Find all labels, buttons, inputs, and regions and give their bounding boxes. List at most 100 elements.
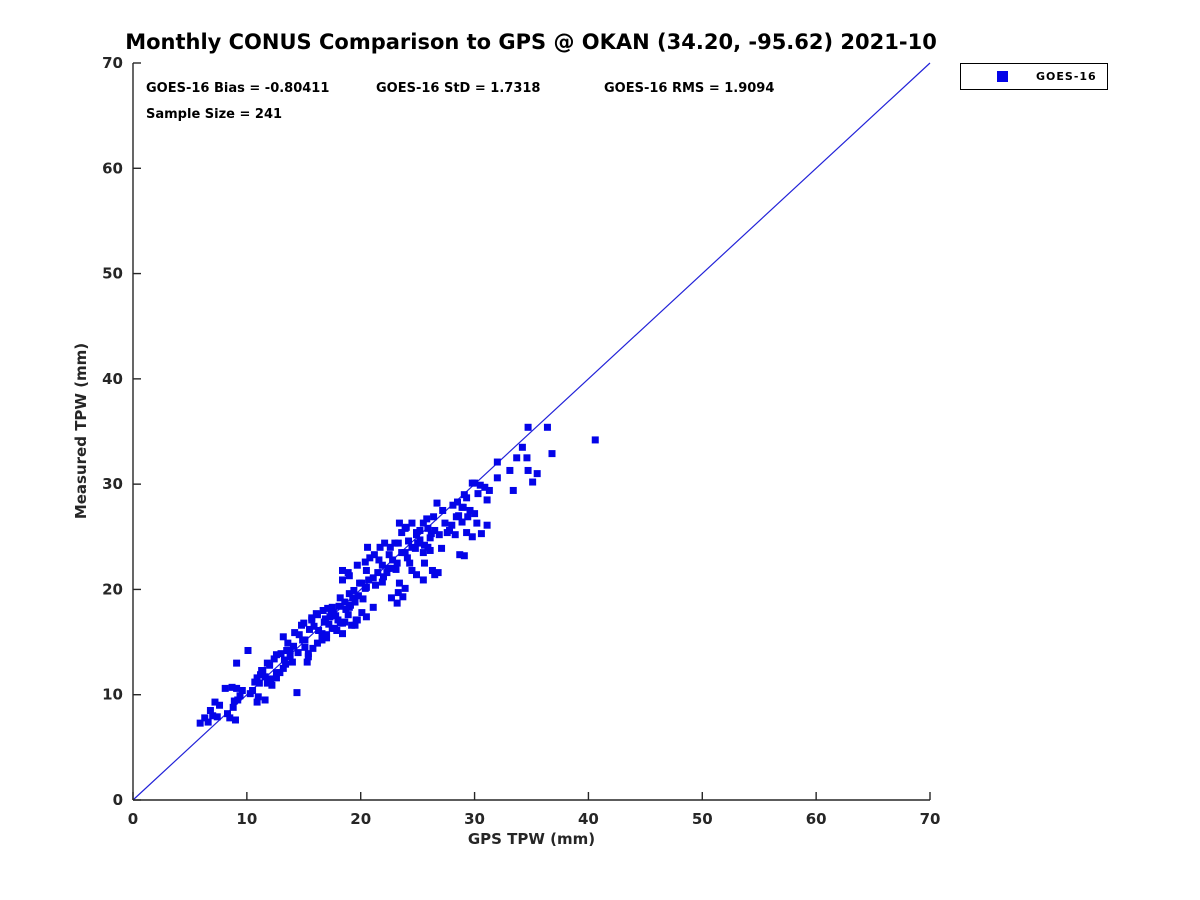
scatter-point — [430, 513, 438, 521]
scatter-point — [342, 605, 350, 613]
scatter-point — [216, 701, 224, 709]
scatter-point — [431, 526, 439, 534]
scatter-point — [279, 633, 287, 641]
scatter-point — [426, 534, 434, 542]
scatter-point — [455, 512, 463, 520]
scatter-point — [548, 450, 556, 458]
scatter-point — [493, 474, 501, 482]
scatter-point — [251, 678, 259, 686]
scatter-point — [441, 519, 449, 527]
axes-layer — [132, 63, 930, 801]
scatter-point — [350, 586, 358, 594]
scatter-point — [249, 687, 257, 695]
scatter-point — [341, 618, 349, 626]
scatter-point — [338, 566, 346, 574]
scatter-point — [471, 479, 479, 487]
scatter-point — [201, 714, 209, 722]
scatter-point — [460, 552, 468, 560]
x-tick-label: 10 — [236, 810, 257, 828]
scatter-point — [459, 503, 467, 511]
scatter-point — [267, 675, 275, 683]
scatter-point — [266, 661, 274, 669]
scatter-point — [399, 593, 407, 601]
scatter-point — [393, 559, 401, 567]
scatter-point — [309, 644, 317, 652]
scatter-point — [374, 569, 382, 577]
scatter-point — [453, 498, 461, 506]
scatter-point — [254, 693, 262, 701]
scatter-point — [395, 579, 403, 587]
scatter-point — [506, 466, 514, 474]
scatter-point — [428, 566, 436, 574]
scatter-point — [523, 454, 531, 462]
scatter-point — [315, 626, 323, 634]
scatter-point — [204, 718, 212, 726]
scatter-point — [369, 574, 377, 582]
scatter-point — [313, 639, 321, 647]
scatter-point — [255, 679, 263, 687]
tick-marks-layer — [132, 62, 931, 801]
y-tick-label: 30 — [102, 475, 123, 493]
stat-sample-size-text: Sample Size = 241 — [146, 107, 283, 122]
scatter-point — [231, 716, 239, 724]
scatter-point — [401, 549, 409, 557]
scatter-point — [376, 543, 384, 551]
scatter-point — [221, 684, 229, 692]
scatter-point — [369, 603, 377, 611]
scatter-point — [236, 692, 244, 700]
scatter-point — [229, 703, 237, 711]
scatter-point — [261, 696, 269, 704]
stat-std-text: GOES-16 StD = 1.7318 — [376, 81, 541, 96]
scatter-point — [434, 569, 442, 577]
scatter-point — [387, 594, 395, 602]
y-tick-label: 0 — [113, 791, 123, 809]
scatter-point — [257, 671, 265, 679]
scatter-point — [313, 611, 321, 619]
scatter-point — [413, 571, 421, 579]
scatter-point — [451, 531, 459, 539]
scatter-point — [524, 466, 532, 474]
scatter-point — [211, 698, 219, 706]
scatter-point — [420, 559, 428, 567]
scatter-point — [518, 443, 526, 451]
scatter-point — [301, 643, 309, 651]
scatter-point — [403, 554, 411, 562]
legend-series-label: GOES-16 — [1036, 70, 1097, 83]
scatter-point — [533, 470, 541, 478]
scatter-point — [305, 625, 313, 633]
scatter-point — [383, 569, 391, 577]
scatter-point — [386, 543, 394, 551]
scatter-point — [456, 551, 464, 559]
scatter-point — [419, 549, 427, 557]
scatter-point — [485, 486, 493, 494]
scatter-point — [295, 631, 303, 639]
scatter-point — [406, 559, 414, 567]
scatter-point — [206, 707, 214, 715]
scatter-point — [345, 572, 353, 580]
legend-marker-square-icon — [997, 71, 1008, 82]
scatter-point — [463, 494, 471, 502]
scatter-point — [513, 454, 521, 462]
scatter-point — [359, 595, 367, 603]
y-axis-label: Measured TPW (mm) — [72, 342, 90, 520]
scatter-point — [335, 602, 343, 610]
scatter-point — [293, 689, 301, 697]
scatter-point — [464, 513, 472, 521]
scatter-point — [529, 478, 537, 486]
x-tick-label: 20 — [350, 810, 371, 828]
scatter-point — [238, 687, 246, 695]
scatter-point — [543, 423, 551, 431]
scatter-point — [286, 646, 294, 654]
scatter-point — [385, 551, 393, 559]
scatter-point — [253, 698, 261, 706]
scatter-point — [323, 631, 331, 639]
scatter-point — [366, 554, 374, 562]
scatter-point — [471, 510, 479, 518]
y-tick-label: 60 — [102, 159, 123, 177]
scatter-point — [395, 519, 403, 527]
y-tick-label: 20 — [102, 580, 123, 598]
scatter-point — [319, 606, 327, 614]
scatter-point — [458, 518, 466, 526]
scatter-point — [336, 594, 344, 602]
scatter-point — [321, 615, 329, 623]
